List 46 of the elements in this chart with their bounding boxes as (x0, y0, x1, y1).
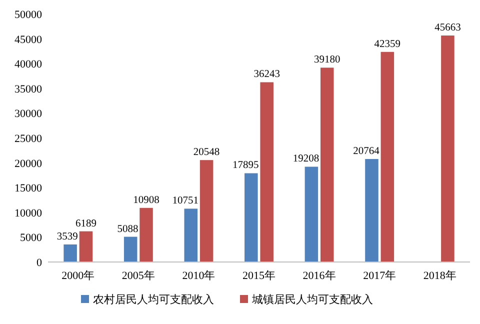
y-tick-label: 25000 (14, 133, 42, 145)
data-label: 20548 (193, 147, 220, 158)
bar (64, 244, 77, 262)
data-label: 6189 (75, 218, 96, 230)
x-tick-label: 2018年 (423, 270, 456, 282)
y-tick-label: 50000 (14, 9, 42, 21)
data-label: 10908 (133, 194, 160, 206)
x-tick-label: 2010年 (182, 270, 216, 282)
y-tick-label: 45000 (14, 34, 42, 46)
data-label: 42359 (374, 38, 401, 50)
bar (380, 52, 394, 262)
data-label: 10751 (172, 196, 199, 207)
data-label: 45663 (434, 22, 461, 34)
bar (244, 173, 258, 262)
x-tick-label: 2017年 (363, 270, 396, 282)
data-label: 36243 (254, 69, 280, 80)
data-label: 39180 (314, 54, 340, 66)
legend-label: 农村居民人均可支配收入 (93, 293, 214, 306)
y-tick-label: 5000 (20, 232, 42, 244)
y-tick-label: 20000 (14, 158, 42, 170)
bar (304, 166, 318, 262)
y-tick-label: 10000 (14, 207, 42, 220)
bar (365, 159, 378, 262)
y-tick-label: 35000 (14, 83, 42, 96)
x-tick-label: 2016年 (302, 270, 336, 282)
legend-label: 城镇居民人均可支配收入 (251, 293, 373, 306)
bar (320, 68, 334, 262)
data-label: 17895 (232, 160, 259, 172)
y-tick-label: 30000 (14, 108, 42, 120)
y-tick-label: 15000 (14, 182, 42, 195)
data-label: 3539 (56, 231, 78, 242)
bar (441, 36, 454, 262)
y-tick-label: 0 (36, 257, 42, 269)
data-label: 19208 (292, 154, 320, 165)
data-label: 20764 (353, 146, 380, 158)
x-tick-label: 2000年 (62, 270, 95, 282)
x-tick-label: 2015年 (242, 270, 276, 282)
bar (140, 208, 153, 262)
bar (200, 160, 214, 262)
bar (79, 231, 93, 262)
bar (184, 208, 198, 262)
y-tick-label: 40000 (14, 58, 42, 71)
data-label: 5088 (117, 224, 138, 235)
bar (124, 236, 138, 262)
bar (260, 82, 274, 262)
x-tick-label: 2005年 (122, 270, 155, 282)
